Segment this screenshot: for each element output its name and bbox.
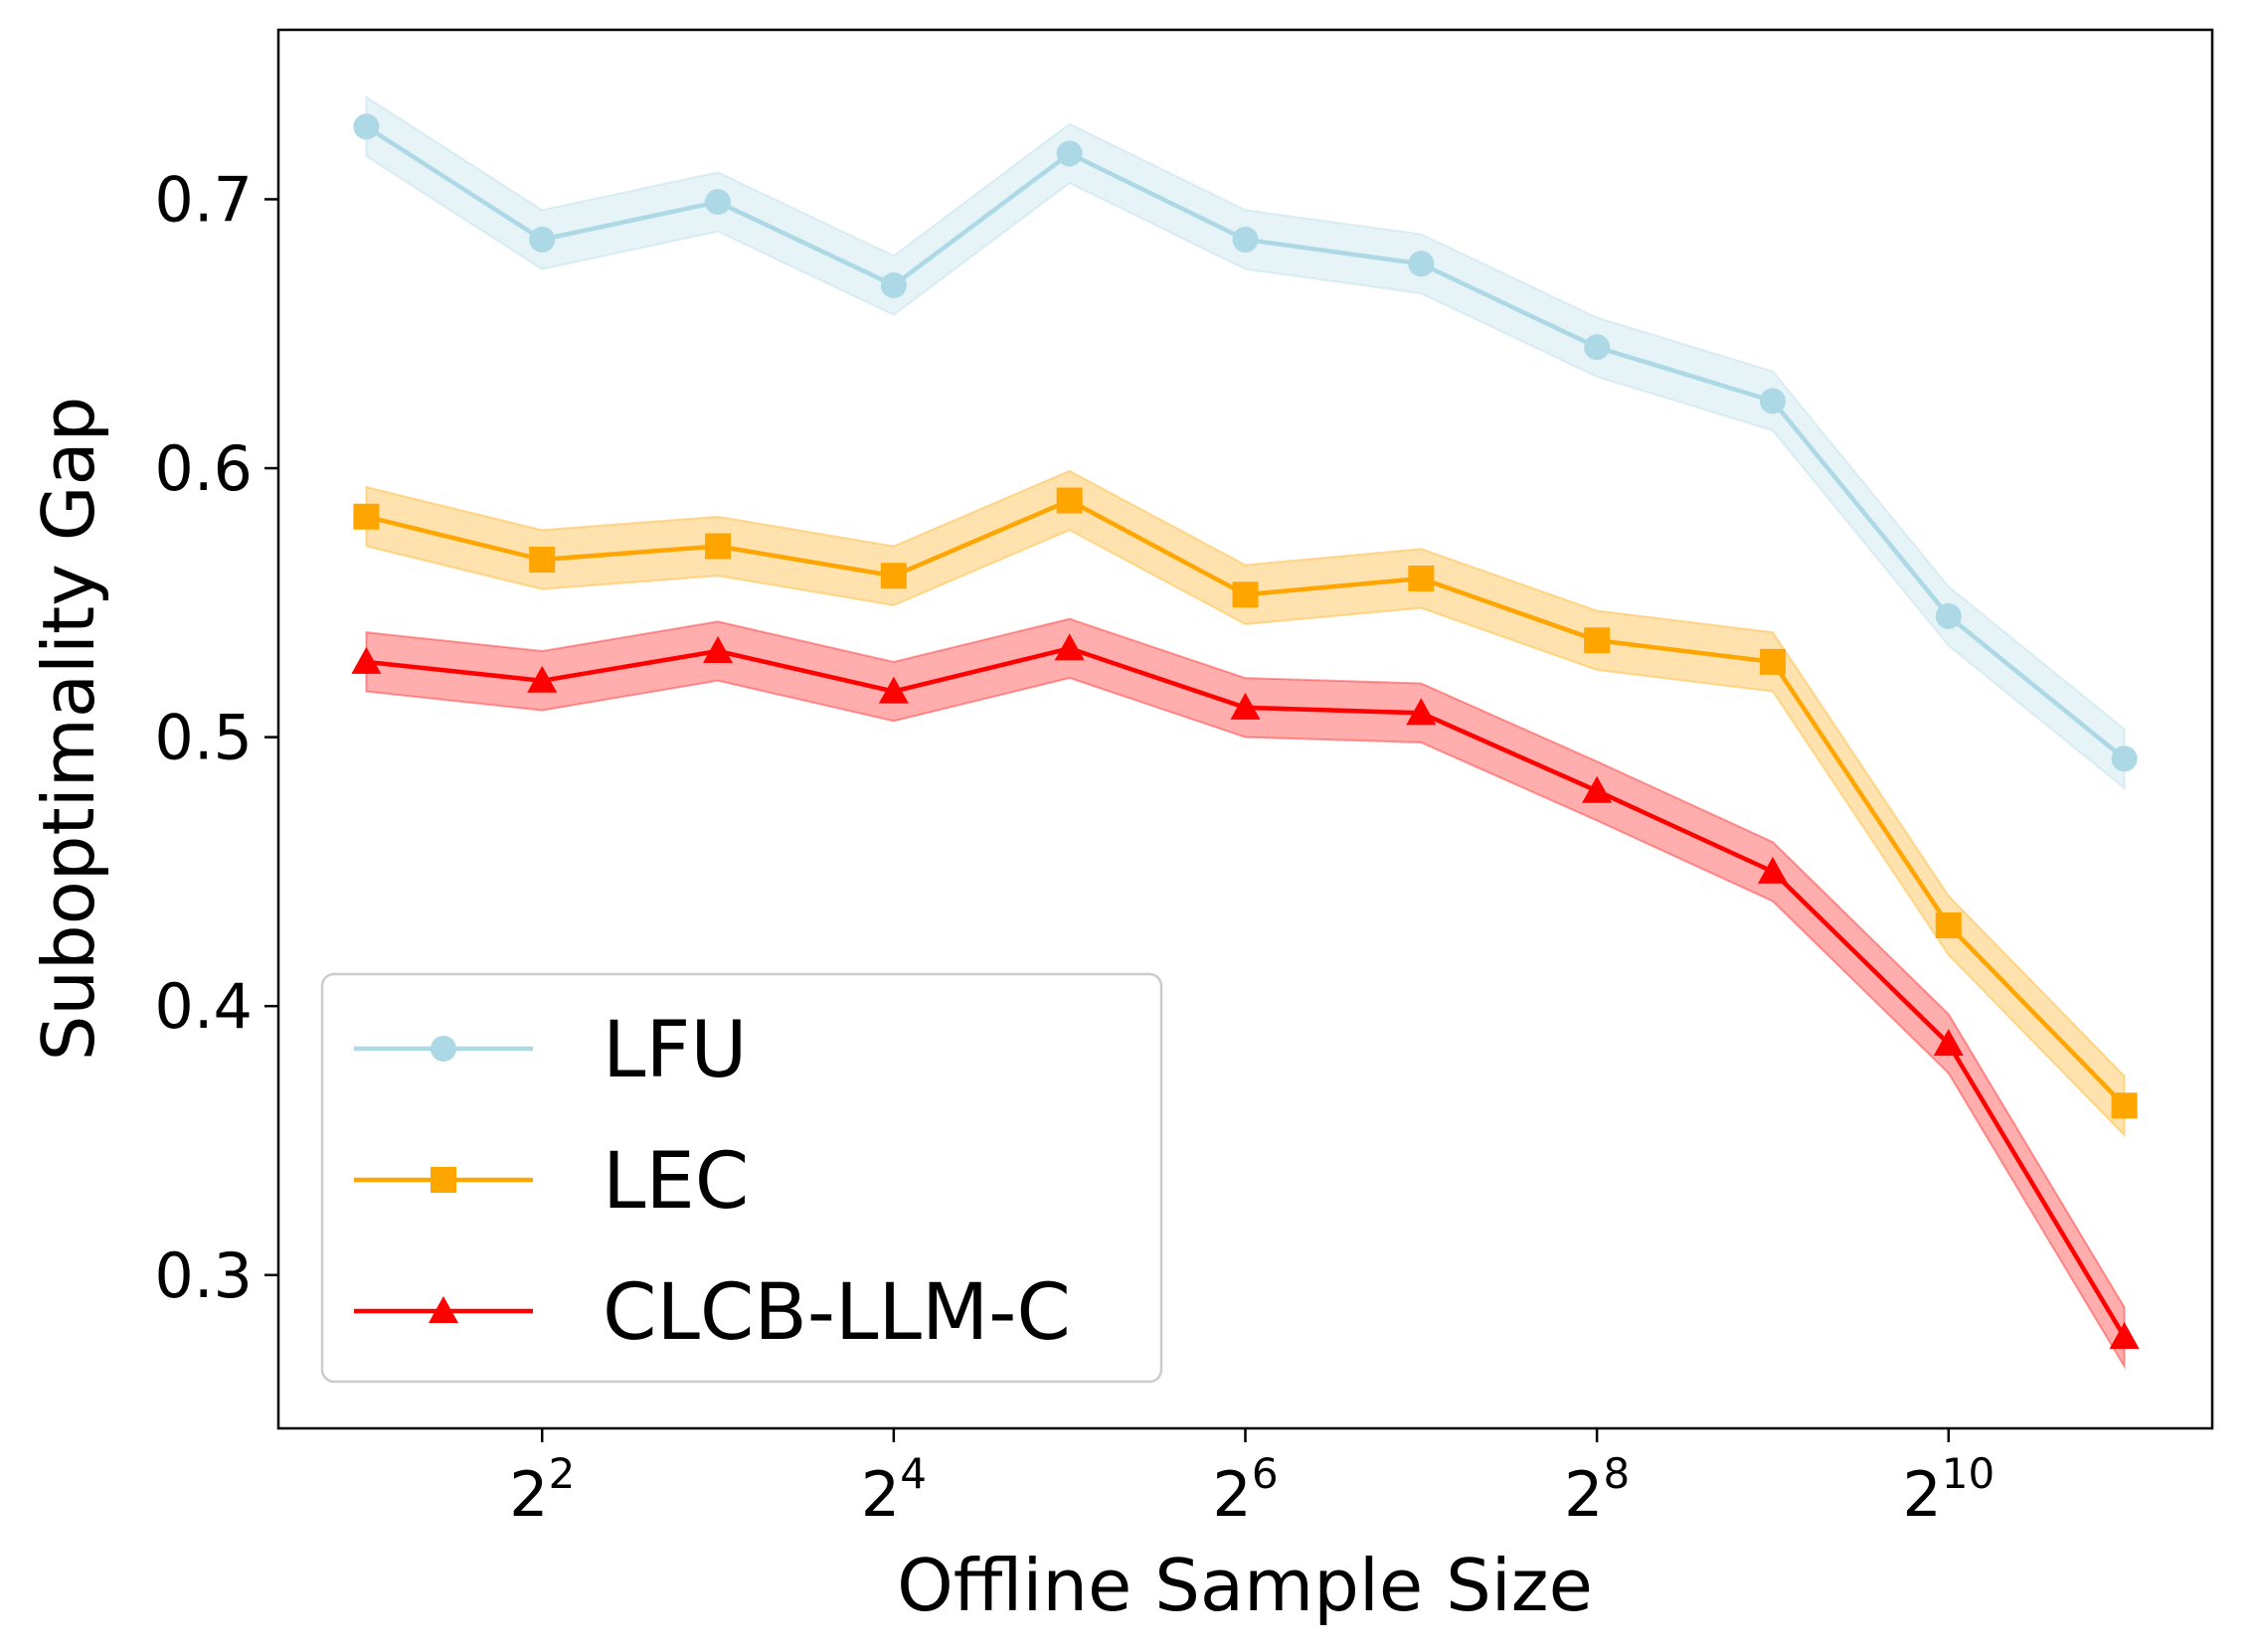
lec-point <box>1408 565 1435 591</box>
confidence-bands <box>365 94 2126 1371</box>
clcb-llm-c-point <box>1054 633 1085 661</box>
x-tick-label: 22 <box>509 1449 575 1531</box>
clcb-llm-c-point <box>1582 775 1613 803</box>
legend-box <box>320 972 1163 1384</box>
y-tick-label: 0.3 <box>154 1239 253 1312</box>
y-tick-label: 0.5 <box>154 702 253 774</box>
clcb-llm-c-point <box>2109 1322 2140 1350</box>
legend-label-lec: LEC <box>603 1137 749 1227</box>
lec-point <box>353 503 380 530</box>
clcb-llm-c-point <box>351 646 382 674</box>
lfu-point <box>2111 745 2138 772</box>
x-axis-title: Offline Sample Size <box>897 1544 1593 1627</box>
y-axis-title: Suboptimality Gap <box>27 397 110 1062</box>
legend-marker-clcb-llm-c <box>429 1296 458 1323</box>
legend-marker-lec <box>431 1167 456 1193</box>
clcb-llm-c-point <box>527 665 558 693</box>
y-axis-ticks: 0.3 0.4 0.5 0.6 0.7 <box>154 163 278 1312</box>
legend-label-lfu: LFU <box>603 1006 747 1095</box>
legend-marker-lfu <box>431 1036 456 1062</box>
clcb-llm-c-point <box>1230 692 1261 720</box>
y-tick-label: 0.6 <box>154 432 253 505</box>
clcb-llm-c-point <box>703 636 734 664</box>
x-tick-label: 210 <box>1902 1449 1995 1531</box>
lec-point <box>1056 487 1083 514</box>
lec-point <box>705 533 732 560</box>
clcb-llm-c-point <box>1757 856 1788 884</box>
lec-band <box>365 469 2126 1138</box>
x-tick-label: 24 <box>861 1449 927 1531</box>
lfu-point <box>880 272 907 299</box>
clcb-llm-c-point <box>878 676 909 704</box>
lfu-band <box>365 94 2126 791</box>
lfu-point <box>1408 250 1435 277</box>
legend: LFU LEC CLCB-LLM-C <box>320 972 1163 1384</box>
lec-point <box>1584 627 1611 654</box>
lfu-point <box>1935 602 1962 629</box>
y-tick-label: 0.4 <box>154 970 253 1043</box>
lec-point <box>2111 1092 2138 1119</box>
lfu-point <box>1232 227 1259 253</box>
lfu-point <box>1584 334 1611 361</box>
legend-label-clcb-llm-c: CLCB-LLM-C <box>603 1268 1071 1358</box>
y-tick-label: 0.7 <box>154 163 253 236</box>
clcb-llm-c-point <box>1933 1029 1964 1057</box>
lec-point <box>529 547 556 574</box>
lec-point <box>880 563 907 589</box>
lfu-point <box>1759 388 1786 414</box>
x-tick-label: 28 <box>1564 1449 1630 1531</box>
clcb-llm-c-band <box>365 617 2126 1371</box>
clcb-llm-c-point <box>1406 698 1437 726</box>
lfu-point <box>353 113 380 140</box>
lfu-point <box>1056 140 1083 167</box>
series-markers <box>351 113 2140 1350</box>
lec-point <box>1232 581 1259 608</box>
lfu-point <box>705 189 732 216</box>
lec-point <box>1759 648 1786 675</box>
x-axis-ticks: 22 24 26 28 210 <box>509 1428 1995 1531</box>
x-tick-label: 26 <box>1212 1449 1278 1531</box>
lfu-point <box>529 227 556 253</box>
lec-point <box>1935 912 1962 939</box>
